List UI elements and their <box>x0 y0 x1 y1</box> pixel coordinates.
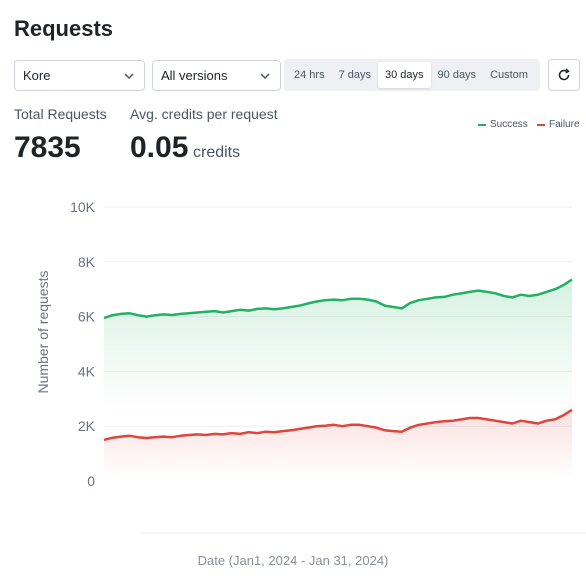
series-area-success <box>104 279 572 410</box>
range-custom[interactable]: Custom <box>490 69 528 81</box>
series-area-failure <box>104 409 572 481</box>
chart-areas <box>104 279 572 481</box>
range-7-days[interactable]: 7 days <box>338 69 371 81</box>
legend-failure-label: Failure <box>549 119 580 130</box>
version-select-value: All versions <box>161 68 228 83</box>
total-requests-label: Total Requests <box>14 106 107 122</box>
chart-lines <box>103 278 573 442</box>
time-range-selector: 24 hrs 7 days 30 days 90 days Custom <box>284 59 540 91</box>
model-select-value: Kore <box>23 68 51 83</box>
requests-chart: 0 2K 4K 6K 8K 10K Number of requests <box>35 199 586 534</box>
y-tick-label: 4K <box>78 363 96 379</box>
chevron-down-icon <box>124 73 134 80</box>
avg-credits-value: 0.05 <box>130 131 189 164</box>
y-tick-label: 6K <box>78 309 96 325</box>
y-axis-label: Number of requests <box>35 271 51 394</box>
range-30-days[interactable]: 30 days <box>378 62 431 88</box>
chevron-down-icon <box>260 73 270 80</box>
legend-success-swatch <box>478 123 486 126</box>
y-tick-label: 10K <box>70 199 96 215</box>
legend-failure: Failure <box>537 119 580 130</box>
y-tick-label: 8K <box>78 254 96 270</box>
avg-credits-label: Avg. credits per request <box>130 106 278 122</box>
y-axis-ticks: 0 2K 4K 6K 8K 10K <box>70 199 96 489</box>
legend-success-label: Success <box>490 119 528 130</box>
model-select[interactable]: Kore <box>14 60 145 91</box>
series-line-success <box>103 278 573 320</box>
total-requests-value: 7835 <box>14 131 81 164</box>
legend-success: Success <box>478 119 528 130</box>
page-title: Requests <box>14 16 114 41</box>
y-tick-label: 2K <box>78 418 96 434</box>
refresh-button[interactable] <box>548 59 580 91</box>
y-tick-label: 0 <box>87 473 95 489</box>
range-90-days[interactable]: 90 days <box>437 69 477 81</box>
avg-credits-unit: credits <box>193 144 241 161</box>
legend-failure-swatch <box>537 123 545 126</box>
series-line-failure <box>103 408 573 442</box>
refresh-icon <box>558 68 570 81</box>
version-select[interactable]: All versions <box>152 60 281 91</box>
x-axis-label: Date (Jan1, 2024 - Jan 31, 2024) <box>197 553 389 568</box>
range-24-hrs[interactable]: 24 hrs <box>294 69 325 81</box>
